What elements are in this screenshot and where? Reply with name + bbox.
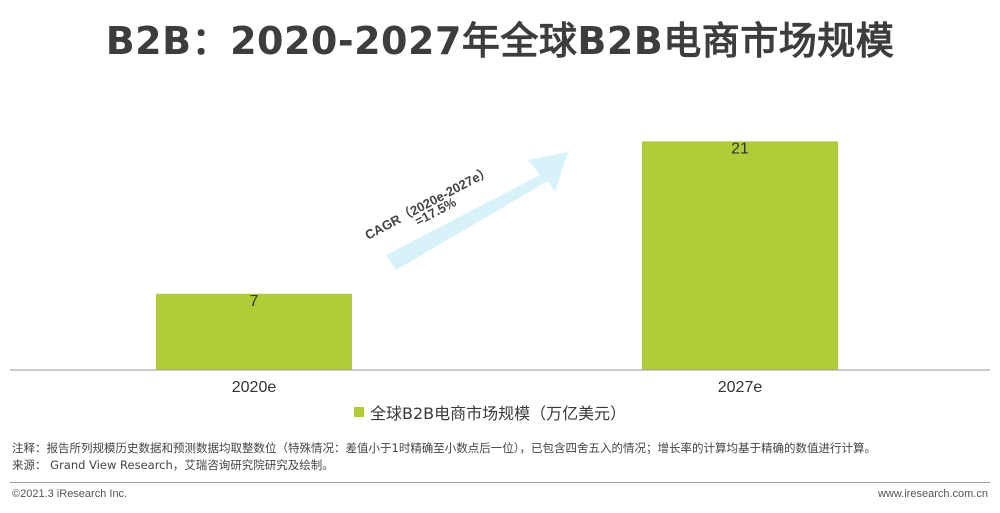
legend: 全球B2B电商市场规模（万亿美元）	[354, 400, 626, 424]
copyright-text: ©2021.3 iResearch Inc.	[12, 488, 128, 500]
bar-chart: CAGR（2020e-2027e） =17.5% 7 2020e 21 2027e	[10, 141, 990, 396]
cagr-arrow: CAGR（2020e-2027e） =17.5%	[362, 152, 568, 270]
bars-group: 7 2020e 21 2027e	[156, 141, 838, 396]
data-label-2020e: 7	[250, 293, 259, 310]
x-tick-label-2027e: 2027e	[718, 379, 763, 396]
legend-swatch	[354, 407, 364, 417]
notes-block: 注释：报告所列规模历史数据和预测数据均取整数位（特殊情况：差值小于1时精确至小数…	[12, 440, 876, 474]
source-text: 来源： Grand View Research，艾瑞咨询研究院研究及绘制。	[12, 458, 334, 472]
bar-2020e	[156, 293, 352, 370]
cagr-arrow-shape	[386, 152, 568, 270]
footer-divider	[10, 482, 990, 483]
legend-label: 全球B2B电商市场规模（万亿美元）	[370, 404, 627, 423]
x-tick-label-2020e: 2020e	[232, 379, 277, 396]
cagr-label-line1: CAGR（2020e-2027e）	[362, 163, 493, 242]
chart-title: B2B：2020-2027年全球B2B电商市场规模	[105, 19, 895, 63]
bar-2027e	[642, 141, 838, 370]
website-link[interactable]: www.iresearch.com.cn	[877, 488, 988, 500]
data-label-2027e: 21	[731, 141, 749, 158]
note-text: 注释：报告所列规模历史数据和预测数据均取整数位（特殊情况：差值小于1时精确至小数…	[12, 441, 877, 455]
